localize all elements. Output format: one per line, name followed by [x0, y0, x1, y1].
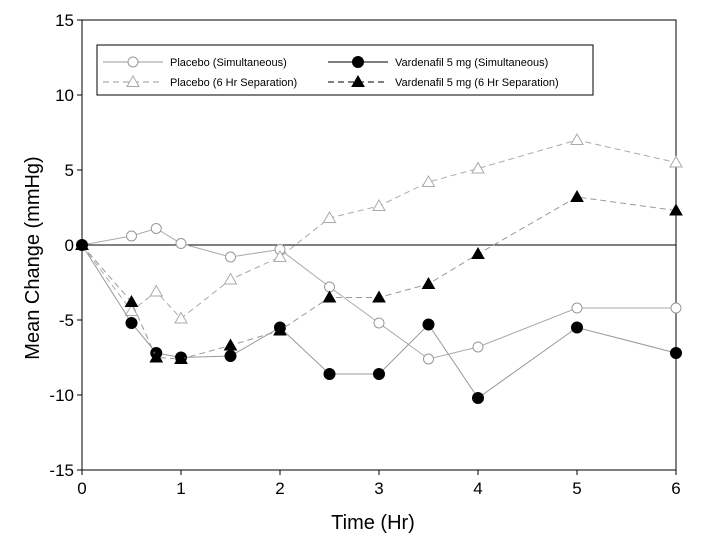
data-point [149, 350, 164, 363]
y-axis: -15 -10 -5 0 5 10 15 [49, 11, 82, 480]
data-point [174, 311, 188, 324]
data-point [421, 174, 436, 187]
data-point [126, 230, 137, 242]
data-point [150, 223, 162, 234]
data-point [422, 318, 435, 331]
data-point [372, 290, 386, 303]
legend-label: Placebo (6 Hr Separation) [170, 77, 297, 89]
legend-swatch-marker [127, 56, 139, 68]
y-axis-title: Mean Change (mmHg) [22, 156, 44, 359]
y-tick-label: -5 [59, 311, 74, 330]
data-point [175, 238, 187, 249]
data-point [471, 246, 485, 259]
legend-box [96, 44, 594, 96]
x-tick-label: 6 [671, 479, 680, 498]
legend-entry: Placebo (Simultaneous) [103, 56, 287, 69]
series-line [81, 196, 677, 360]
x-tick-label: 5 [572, 479, 581, 498]
data-point [224, 350, 237, 362]
data-point [125, 317, 138, 329]
legend-swatch-marker [351, 74, 365, 87]
legend-label: Vardenafil 5 mg (Simultaneous) [395, 57, 548, 69]
data-point [75, 237, 89, 250]
data-point [670, 347, 682, 359]
data-point [372, 198, 386, 211]
legend-entry: Vardenafil 5 mg (6 Hr Separation) [328, 74, 559, 89]
series-line [81, 139, 677, 320]
data-point [570, 132, 584, 145]
legend-label: Vardenafil 5 mg (6 Hr Separation) [395, 77, 559, 89]
data-point [571, 302, 583, 314]
legend-entry: Vardenafil 5 mg (Simultaneous) [328, 56, 548, 69]
data-point [669, 155, 683, 168]
legend-entry: Placebo (6 Hr Separation) [103, 74, 297, 89]
y-tick-label: 0 [65, 236, 74, 255]
data-point [322, 290, 337, 303]
data-point [669, 203, 683, 216]
data-point [472, 392, 484, 404]
legend: Placebo (Simultaneous) Placebo (6 Hr Sepa… [96, 44, 594, 96]
data-point [570, 189, 584, 202]
series-4 [75, 189, 683, 364]
x-tick-label: 3 [374, 479, 383, 498]
data-point [174, 351, 188, 364]
data-point [149, 284, 164, 297]
series-1 [76, 223, 682, 365]
y-tick-label: -10 [49, 386, 74, 405]
y-tick-label: -15 [49, 461, 74, 480]
x-tick-label: 4 [473, 479, 482, 498]
data-point [124, 303, 139, 316]
data-point [571, 321, 583, 334]
data-point [322, 210, 337, 223]
y-tick-label: 15 [55, 11, 74, 30]
data-point [373, 368, 385, 380]
y-tick-label: 10 [55, 86, 74, 105]
y-tick-label: 5 [65, 161, 74, 180]
x-axis-title: Time (Hr) [331, 512, 415, 534]
legend-label: Placebo (Simultaneous) [170, 57, 287, 69]
data-point [273, 249, 287, 262]
data-point [471, 161, 485, 174]
data-point [273, 323, 287, 336]
data-point [323, 368, 336, 380]
data-point [421, 276, 436, 289]
legend-swatch-marker [126, 74, 140, 87]
data-point [373, 317, 385, 329]
x-axis: 0 1 2 3 4 5 6 [77, 470, 681, 498]
legend-swatch-marker [352, 56, 364, 68]
data-point [423, 353, 434, 365]
series-layer [75, 132, 683, 404]
x-tick-label: 1 [176, 479, 185, 498]
data-point [223, 338, 238, 351]
data-point [124, 294, 139, 307]
x-tick-label: 0 [77, 479, 86, 498]
x-tick-label: 2 [275, 479, 284, 498]
data-point [472, 341, 484, 353]
data-point [223, 272, 238, 285]
data-point [225, 251, 236, 263]
data-point [670, 302, 682, 314]
